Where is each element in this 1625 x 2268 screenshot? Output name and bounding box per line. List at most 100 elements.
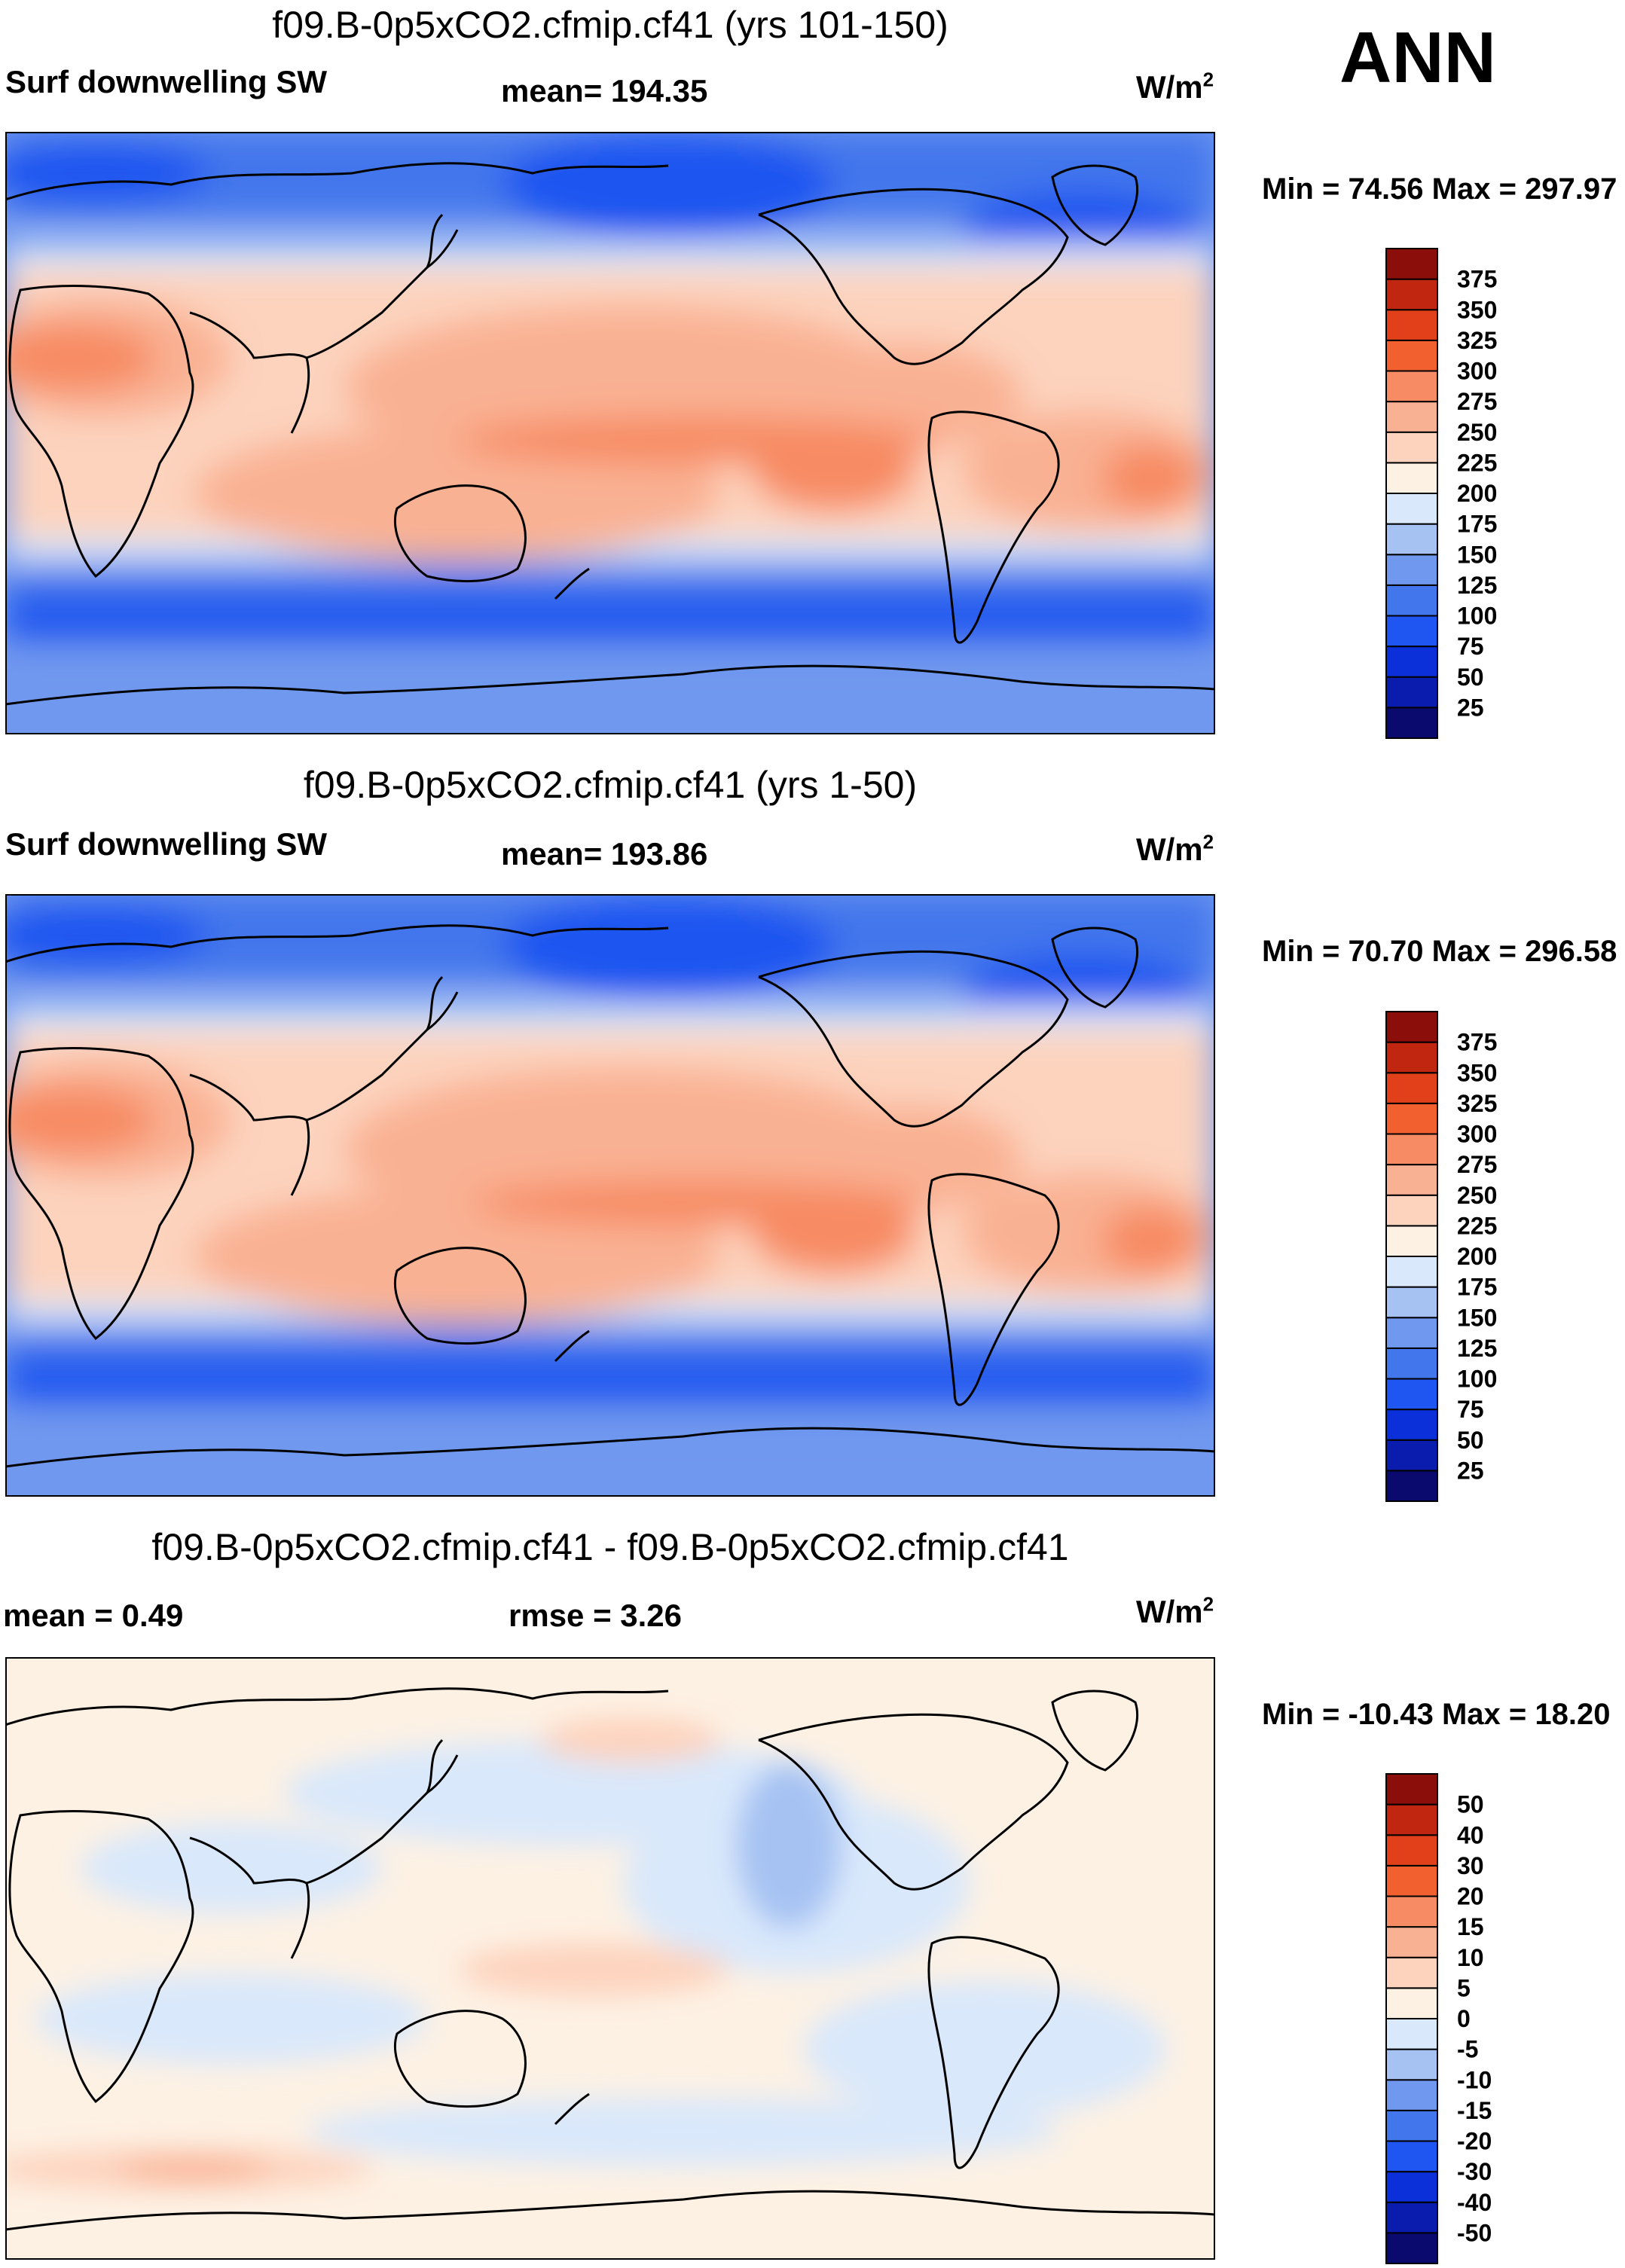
colorbar-2-tick-label: 150 [1457, 1304, 1497, 1331]
colorbar-2-tick-label: 375 [1457, 1029, 1497, 1056]
panel1-variable-label: Surf downwelling SW [5, 64, 327, 99]
panel3-minmax: Min = -10.43 Max = 18.20 [1262, 1698, 1611, 1731]
colorbar-2-tick-label: 50 [1457, 1427, 1484, 1454]
coastline-4 [306, 1738, 444, 1885]
colorbar-2-box [1385, 1011, 1438, 1043]
colorbar-3-tick-label: 20 [1457, 1883, 1484, 1910]
coastline-2 [8, 1047, 194, 1341]
colorbar-1: 25 50 75 100 125 150 175 200 225 250 275 300 325 350 3… [1385, 248, 1497, 739]
panel2-mean-label: mean= 193.86 [501, 836, 708, 871]
season-label: ANN [1339, 17, 1496, 98]
colorbar-2-box [1385, 1347, 1438, 1380]
panel1-title: f09.B-0p5xCO2.cfmip.cf41 (yrs 101-150) [272, 4, 948, 46]
coastline-3 [189, 1836, 310, 1959]
coastline-9 [927, 411, 1060, 644]
colorbar-2-box [1385, 1409, 1438, 1441]
colorbar-2-tick-label: 25 [1457, 1457, 1484, 1484]
colorbar-2-box [1385, 1439, 1438, 1472]
map-panel-1 [5, 132, 1215, 734]
colorbar-1-tick-label: 175 [1457, 511, 1497, 538]
coastline-9 [927, 1936, 1060, 2169]
colorbar-2-tick-label: 125 [1457, 1335, 1497, 1362]
coastline-9 [927, 1173, 1060, 1406]
coastline-8 [758, 188, 1069, 365]
coastline-5 [426, 229, 459, 269]
colorbar-1-tick-label: 325 [1457, 327, 1497, 354]
colorbar-1-box [1385, 278, 1438, 311]
colorbar-2-tick-label: 75 [1457, 1396, 1484, 1423]
coastline-7 [554, 1329, 590, 1363]
colorbar-3-box [1385, 1956, 1438, 1989]
colorbar-1-box [1385, 431, 1438, 464]
coastline-1 [5, 162, 669, 201]
panel1-mean-label: mean= 194.35 [501, 73, 708, 108]
colorbar-3-tick-label: -50 [1457, 2219, 1492, 2246]
colorbar-3-tick-label: 50 [1457, 1791, 1484, 1818]
colorbar-2-box [1385, 1102, 1438, 1135]
coastline-2 [8, 1810, 194, 2104]
colorbar-2-tick-label: 100 [1457, 1366, 1497, 1393]
coastline-2 [8, 285, 194, 578]
colorbar-3-tick-label: -40 [1457, 2189, 1492, 2216]
panel1-units: W/m2 [1136, 68, 1214, 105]
colorbar-1-tick-label: 350 [1457, 296, 1497, 323]
coastline-5 [426, 991, 459, 1031]
colorbar-3-box [1385, 2171, 1438, 2203]
colorbar-2-box [1385, 1256, 1438, 1288]
colorbar-1-tick-label: 275 [1457, 388, 1497, 415]
coastline-4 [306, 213, 444, 359]
colorbar-1-box [1385, 584, 1438, 617]
colorbar-1-box [1385, 554, 1438, 586]
colorbar-2-box [1385, 1286, 1438, 1319]
colorbar-1-box [1385, 339, 1438, 372]
coastline-10 [1051, 926, 1139, 1009]
colorbar-1-box [1385, 646, 1438, 678]
colorbar-2-box [1385, 1194, 1438, 1227]
panel2-units: W/m2 [1136, 830, 1214, 867]
colorbar-2-tick-label: 350 [1457, 1059, 1497, 1086]
colorbar-2-box [1385, 1470, 1438, 1502]
colorbar-2-box [1385, 1317, 1438, 1349]
coastline-10 [1051, 164, 1139, 246]
coastline-1 [5, 1687, 669, 1726]
colorbar-3-box [1385, 1926, 1438, 1958]
coastline-5 [426, 1754, 459, 1794]
colorbar-3-box [1385, 1803, 1438, 1836]
colorbar-3-tick-label: 0 [1457, 2005, 1471, 2032]
colorbar-2-tick-label: 175 [1457, 1274, 1497, 1301]
panel2-minmax: Min = 70.70 Max = 296.58 [1262, 935, 1617, 968]
colorbar-1-tick-label: 75 [1457, 633, 1484, 660]
colorbar-1-box [1385, 615, 1438, 648]
colorbar-1-tick-label: 200 [1457, 480, 1497, 507]
colorbar-2-box [1385, 1378, 1438, 1411]
panel3-title: f09.B-0p5xCO2.cfmip.cf41 - f09.B-0p5xCO2… [151, 1526, 1069, 1568]
colorbar-3-box [1385, 1864, 1438, 1897]
coastline-11 [5, 1427, 1215, 1468]
coastline-3 [189, 311, 310, 434]
colorbar-3-box [1385, 2232, 1438, 2264]
colorbar-1-tick-label: 125 [1457, 572, 1497, 599]
colorbar-3-tick-label: 10 [1457, 1944, 1484, 1971]
colorbar-2: 25 50 75 100 125 150 175 200 225 250 275 300 325 350 3… [1385, 1011, 1497, 1502]
colorbar-3-box [1385, 1834, 1438, 1867]
colorbar-1-box [1385, 401, 1438, 433]
colorbar-3-tick-label: 30 [1457, 1852, 1484, 1879]
coastline-7 [554, 2092, 590, 2126]
colorbar-2-box [1385, 1164, 1438, 1196]
coastline-4 [306, 975, 444, 1122]
coastline-6 [393, 484, 527, 583]
colorbar-3-tick-label: -20 [1457, 2128, 1492, 2155]
colorbar-2-box [1385, 1133, 1438, 1166]
colorbar-2-tick-label: 225 [1457, 1212, 1497, 1239]
coastline-6 [393, 1247, 527, 1345]
panel3-rmse-label: rmse = 3.26 [509, 1598, 683, 1633]
colorbar-2-box [1385, 1225, 1438, 1257]
colorbar-3-box [1385, 2018, 1438, 2050]
colorbar-3-tick-label: -10 [1457, 2066, 1492, 2093]
colorbar-3-box [1385, 1987, 1438, 2019]
colorbar-2-box [1385, 1072, 1438, 1104]
colorbar-2-box [1385, 1041, 1438, 1074]
colorbar-1-tick-label: 100 [1457, 603, 1497, 630]
panel2-variable-label: Surf downwelling SW [5, 826, 327, 862]
